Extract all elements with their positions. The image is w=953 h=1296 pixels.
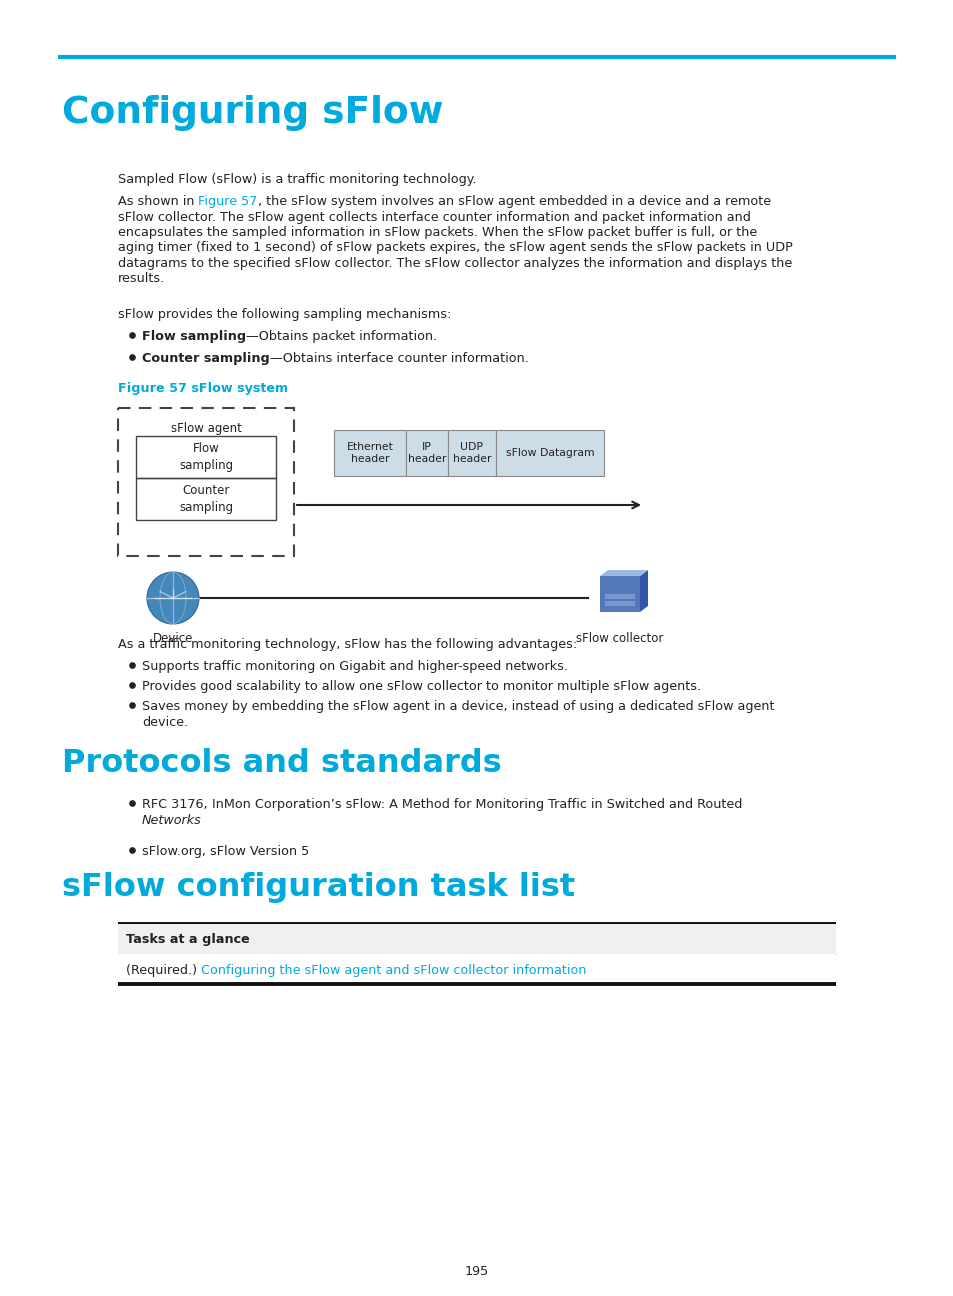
Text: Figure 57: Figure 57	[198, 194, 257, 207]
Text: results.: results.	[118, 272, 165, 285]
Text: Provides good scalability to allow one sFlow collector to monitor multiple sFlow: Provides good scalability to allow one s…	[142, 680, 700, 693]
Text: , the sFlow system involves an sFlow agent embedded in a device and a remote: , the sFlow system involves an sFlow age…	[257, 194, 770, 207]
Bar	[136, 478, 275, 520]
Text: Configuring sFlow: Configuring sFlow	[62, 95, 443, 131]
Text: IP
header: IP header	[407, 442, 446, 464]
Bar	[448, 430, 496, 476]
Text: As a traffic monitoring technology, sFlow has the following advantages:: As a traffic monitoring technology, sFlo…	[118, 638, 577, 651]
Bar	[604, 594, 635, 599]
Text: sFlow Version 5: sFlow Version 5	[210, 845, 309, 858]
Text: sFlow configuration task list: sFlow configuration task list	[62, 872, 575, 903]
Text: Saves money by embedding the sFlow agent in a device, instead of using a dedicat: Saves money by embedding the sFlow agent…	[142, 700, 774, 713]
Text: sFlow collector: sFlow collector	[576, 632, 663, 645]
Text: aging timer (fixed to 1 second) of sFlow packets expires, the sFlow agent sends : aging timer (fixed to 1 second) of sFlow…	[118, 241, 792, 254]
Polygon shape	[599, 570, 647, 575]
Text: Device: Device	[152, 632, 193, 645]
Bar	[334, 430, 406, 476]
Polygon shape	[639, 570, 647, 612]
Text: Sampled Flow (sFlow) is a traffic monitoring technology.: Sampled Flow (sFlow) is a traffic monito…	[118, 172, 476, 187]
Text: Configuring the sFlow agent and sFlow collector information: Configuring the sFlow agent and sFlow co…	[201, 964, 586, 977]
Text: InMon Corporation’s sFlow: A Method for Monitoring Traffic in Switched and Route: InMon Corporation’s sFlow: A Method for …	[212, 798, 741, 811]
Text: Protocols and standards: Protocols and standards	[62, 748, 501, 779]
Text: encapsulates the sampled information in sFlow packets. When the sFlow packet buf: encapsulates the sampled information in …	[118, 226, 757, 238]
Text: —Obtains packet information.: —Obtains packet information.	[246, 330, 436, 343]
Text: —Obtains interface counter information.: —Obtains interface counter information.	[270, 353, 528, 365]
Text: sFlow provides the following sampling mechanisms:: sFlow provides the following sampling me…	[118, 308, 451, 321]
Text: Networks: Networks	[142, 814, 201, 827]
Bar	[604, 601, 635, 607]
Text: Ethernet
header: Ethernet header	[346, 442, 393, 464]
Text: RFC 3176,: RFC 3176,	[142, 798, 212, 811]
Text: As shown in: As shown in	[118, 194, 198, 207]
Text: 195: 195	[464, 1265, 489, 1278]
Text: sFlow Datagram: sFlow Datagram	[505, 448, 594, 457]
Bar	[406, 430, 448, 476]
Bar	[599, 575, 639, 612]
Text: Figure 57 sFlow system: Figure 57 sFlow system	[118, 382, 288, 395]
Text: Flow sampling: Flow sampling	[142, 330, 246, 343]
Text: Tasks at a glance: Tasks at a glance	[126, 933, 250, 946]
Text: (Required.): (Required.)	[126, 964, 201, 977]
Text: sFlow agent: sFlow agent	[171, 422, 241, 435]
Bar	[496, 430, 603, 476]
Text: UDP
header: UDP header	[453, 442, 491, 464]
Bar	[136, 435, 275, 478]
Text: sFlow collector. The sFlow agent collects interface counter information and pack: sFlow collector. The sFlow agent collect…	[118, 210, 750, 223]
Text: device.: device.	[142, 715, 188, 728]
Text: sFlow.org,: sFlow.org,	[142, 845, 210, 858]
Bar	[118, 954, 835, 984]
Text: Counter sampling: Counter sampling	[142, 353, 270, 365]
Text: datagrams to the specified sFlow collector. The sFlow collector analyzes the inf: datagrams to the specified sFlow collect…	[118, 257, 791, 270]
Bar	[118, 924, 835, 954]
Text: Counter
sampling: Counter sampling	[179, 485, 233, 513]
Circle shape	[147, 572, 199, 623]
Text: Flow
sampling: Flow sampling	[179, 442, 233, 472]
Text: Supports traffic monitoring on Gigabit and higher-speed networks.: Supports traffic monitoring on Gigabit a…	[142, 660, 567, 673]
